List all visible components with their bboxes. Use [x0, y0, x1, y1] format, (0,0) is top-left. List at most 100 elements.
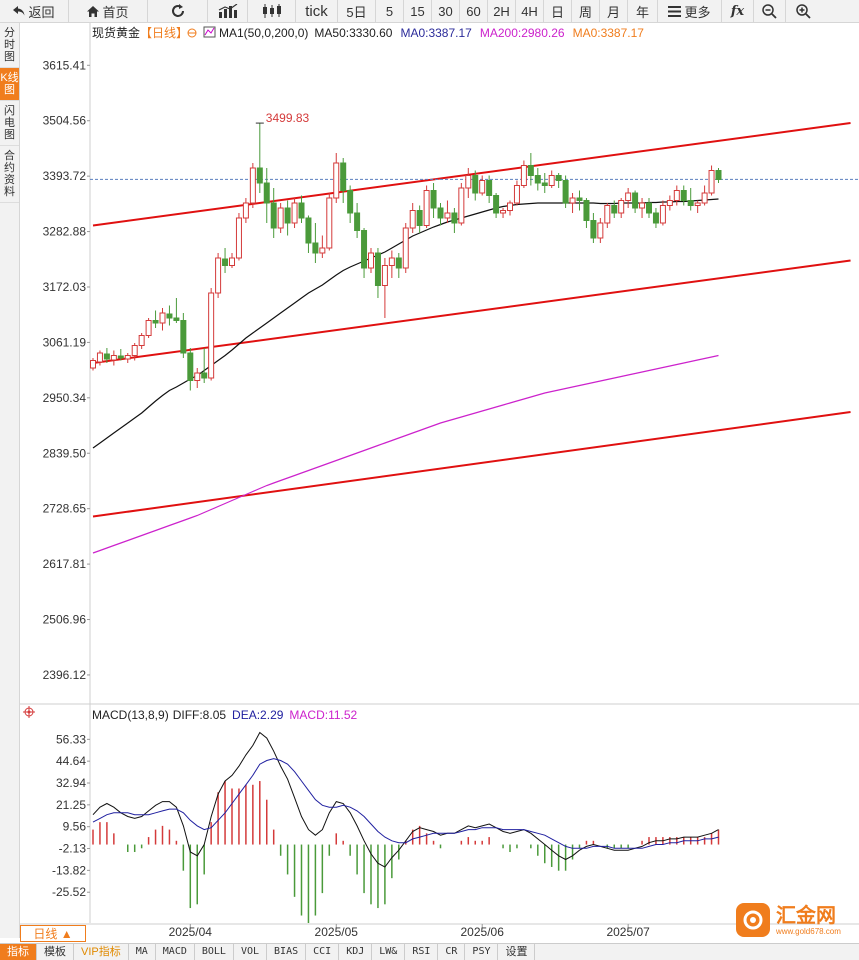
- candle-body-down: [222, 258, 229, 266]
- candle-body-down: [527, 165, 534, 176]
- candle-body-down: [374, 252, 381, 286]
- tab-kline[interactable]: K线图: [0, 68, 19, 101]
- tab-cr[interactable]: CR: [438, 944, 466, 960]
- period-select-button[interactable]: 日线 ▲: [20, 925, 86, 942]
- trend-line: [92, 122, 851, 227]
- macd-tick-label: -13.82: [52, 863, 86, 877]
- logo-text: 汇金网: [776, 904, 836, 927]
- refresh-button[interactable]: [148, 0, 208, 22]
- candle-body-up: [458, 187, 465, 224]
- candle-body-up: [277, 207, 284, 229]
- formula-button[interactable]: fx: [722, 0, 754, 22]
- tab-kdj[interactable]: KDJ: [339, 944, 373, 960]
- price-tick-label: 2506.96: [43, 613, 87, 627]
- candle-body-up: [194, 372, 201, 381]
- settings-small-icon[interactable]: [187, 28, 197, 38]
- tab-vip-indicators[interactable]: VIP指标: [74, 944, 129, 960]
- candle-body-up: [215, 257, 222, 294]
- chart-style-button[interactable]: [208, 0, 248, 22]
- date-tick-label: 2025/07: [606, 925, 650, 939]
- side-tabs: 分时图 K线图 闪电图 合约资料: [0, 23, 20, 938]
- candle-body-down: [187, 352, 194, 381]
- zoom-in-button[interactable]: [786, 0, 820, 22]
- candle-body-up: [500, 210, 507, 214]
- candle-body-down: [201, 372, 208, 379]
- back-button[interactable]: 返回: [0, 0, 69, 22]
- candle-body-down: [646, 202, 652, 214]
- tick-button[interactable]: tick: [296, 0, 338, 22]
- candle-body-down: [340, 162, 347, 191]
- candle-body-up: [604, 205, 611, 224]
- logo-mark-icon: [736, 903, 770, 937]
- macd-settings-icon[interactable]: [23, 706, 35, 718]
- home-button[interactable]: 首页: [69, 0, 148, 22]
- tab-ma[interactable]: MA: [129, 944, 156, 960]
- ma-header: MA1(50,0,200,0) MA50:3330.60 MA0:3387.17 MA…: [219, 26, 644, 40]
- price-tick-label: 2396.12: [43, 668, 87, 682]
- candle-body-up: [159, 312, 166, 324]
- period-30m[interactable]: 30: [432, 0, 460, 22]
- candle-body-down: [437, 207, 444, 219]
- candle-body-up: [639, 202, 646, 209]
- candle-body-down: [354, 212, 361, 231]
- candle-body-up: [694, 202, 701, 206]
- candle-body-up: [90, 360, 96, 369]
- more-button[interactable]: 更多: [658, 0, 722, 22]
- tab-templates[interactable]: 模板: [37, 944, 74, 960]
- period-2h[interactable]: 2H: [488, 0, 516, 22]
- price-tick-label: 2839.50: [43, 446, 87, 460]
- period-5d[interactable]: 5日: [338, 0, 376, 22]
- candle-body-down: [395, 257, 402, 269]
- tab-cci[interactable]: CCI: [306, 944, 340, 960]
- tab-macd[interactable]: MACD: [156, 944, 195, 960]
- candle-body-down: [173, 317, 180, 321]
- trend-line: [92, 259, 851, 364]
- tab-psy[interactable]: PSY: [465, 944, 499, 960]
- period-week[interactable]: 周: [572, 0, 600, 22]
- tab-lw[interactable]: LW&: [372, 944, 406, 960]
- candle-body-up: [131, 345, 138, 356]
- period-4h[interactable]: 4H: [516, 0, 544, 22]
- macd-tick-label: 21.25: [56, 798, 86, 812]
- candle-body-up: [701, 192, 708, 204]
- period-day[interactable]: 日: [544, 0, 572, 22]
- tab-intraday[interactable]: 分时图: [0, 23, 19, 68]
- macd-header: MACD(13,8,9) DIFF:8.05 DEA:2.29 MACD:11.52: [92, 708, 358, 722]
- candle-body-down: [180, 320, 187, 354]
- candle-body-down: [680, 190, 687, 201]
- candle-body-down: [590, 220, 597, 239]
- macd-panel: [92, 731, 720, 923]
- candle-body-down: [347, 190, 354, 214]
- candle-body-down: [652, 212, 659, 224]
- indicator-bar: 指标 模板 VIP指标 MA MACD BOLL VOL BIAS CCI KD…: [0, 943, 859, 960]
- macd-value: MACD:11.52: [289, 708, 357, 722]
- candle-body-down: [486, 180, 493, 196]
- period-5m[interactable]: 5: [376, 0, 404, 22]
- candle-style-button[interactable]: [248, 0, 296, 22]
- tab-rsi[interactable]: RSI: [405, 944, 439, 960]
- candle-body-up: [659, 205, 666, 224]
- candle-body-up: [423, 190, 430, 226]
- candle-body-up: [242, 202, 249, 219]
- indicator-icon[interactable]: [203, 26, 216, 38]
- tab-flash[interactable]: 闪电图: [0, 101, 19, 146]
- period-15m[interactable]: 15: [404, 0, 432, 22]
- period-year[interactable]: 年: [628, 0, 658, 22]
- zoom-out-button[interactable]: [754, 0, 786, 22]
- period-month[interactable]: 月: [600, 0, 628, 22]
- tab-settings[interactable]: 设置: [498, 944, 536, 960]
- price-tick-label: 3615.41: [43, 58, 87, 72]
- tab-contract-info[interactable]: 合约资料: [0, 146, 19, 203]
- tab-boll[interactable]: BOLL: [195, 944, 234, 960]
- date-tick-label: 2025/05: [315, 925, 359, 939]
- tab-vol[interactable]: VOL: [234, 944, 268, 960]
- price-chart[interactable]: 3615.41 3504.56 3393.72 3282.88 3172.03 3061.…: [20, 23, 859, 943]
- period-60m[interactable]: 60: [460, 0, 488, 22]
- home-icon: [87, 5, 100, 17]
- tab-indicators[interactable]: 指标: [0, 944, 37, 960]
- tab-bias[interactable]: BIAS: [267, 944, 307, 960]
- candle-body-up: [597, 222, 604, 239]
- candle-body-up: [291, 202, 298, 224]
- candle-body-down: [152, 320, 159, 324]
- macd-tick-label: -2.13: [59, 842, 87, 856]
